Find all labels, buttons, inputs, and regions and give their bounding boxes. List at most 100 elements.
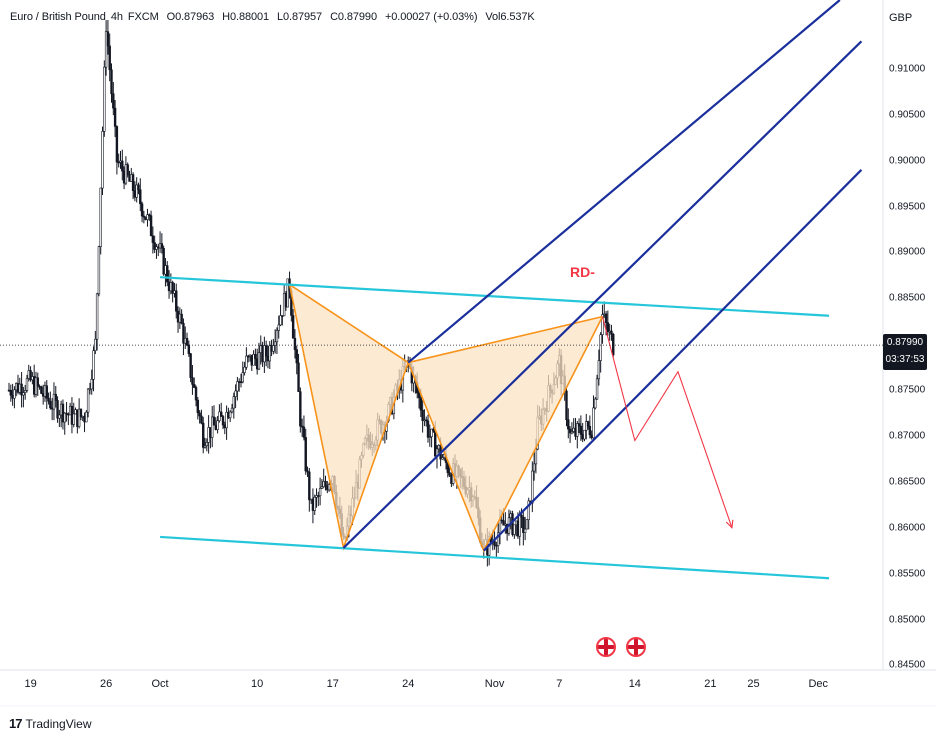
candle-body — [202, 422, 205, 448]
candle-body — [513, 524, 516, 535]
candle-body — [103, 66, 106, 132]
candle-body — [570, 431, 574, 434]
candle-body — [308, 471, 311, 501]
candle-body — [97, 246, 101, 295]
candle-body — [302, 426, 306, 438]
pattern-triangle-bcd — [408, 316, 603, 551]
symbol-name[interactable]: Euro / British Pound — [10, 11, 106, 23]
candle-body — [72, 413, 75, 425]
candle-body — [576, 423, 579, 437]
candle-body — [211, 416, 214, 438]
candle-body — [56, 400, 59, 419]
low-value: L0.87957 — [277, 11, 323, 23]
time-tick-label: 24 — [402, 678, 415, 690]
candle-body — [63, 412, 66, 423]
candle-body — [203, 445, 207, 448]
candle-body — [90, 379, 93, 390]
candle-body — [106, 31, 110, 47]
candle-body — [583, 429, 586, 440]
tradingview-logo[interactable]: 17 TradingView — [9, 716, 92, 731]
candle-body — [243, 366, 246, 373]
candle-body — [212, 416, 216, 426]
candle-body — [151, 235, 155, 243]
channel-layer — [159, 276, 830, 580]
candle-body — [568, 428, 572, 434]
pattern-triangle-xab — [289, 284, 409, 548]
candle-body — [273, 341, 277, 346]
candle-body — [171, 282, 174, 294]
candle-body — [599, 334, 602, 361]
candle-body — [54, 393, 57, 401]
candle-body — [180, 313, 183, 324]
lower-channel-line — [159, 535, 830, 580]
candle-body — [275, 330, 279, 343]
price-tick-label: 0.89500 — [889, 201, 926, 212]
price-tick-label: 0.86500 — [889, 476, 926, 488]
candle-body — [92, 350, 95, 380]
candle-body — [185, 338, 189, 346]
candle-body — [216, 420, 219, 430]
price-tick-label: 0.84500 — [889, 659, 926, 671]
candle-body — [135, 184, 138, 198]
candle-body — [115, 126, 119, 163]
candle-body — [236, 381, 239, 392]
time-tick-label: 10 — [251, 678, 264, 690]
candle-body — [153, 242, 156, 250]
candle-body — [110, 69, 113, 95]
candle-body — [565, 390, 568, 420]
time-tick-label: Dec — [808, 678, 829, 690]
candle-body — [279, 315, 282, 326]
candle-body — [58, 414, 61, 419]
candle-body — [77, 408, 81, 427]
candles-layer — [7, 20, 615, 567]
candle-body — [419, 397, 423, 411]
candle-body — [577, 423, 581, 427]
price-axis-currency: GBP — [889, 12, 913, 24]
candle-body — [425, 419, 428, 422]
uk-event-flag-icon[interactable] — [626, 637, 646, 657]
candle-body — [45, 385, 48, 399]
candle-body — [175, 290, 178, 312]
candle-body — [567, 419, 570, 430]
bar-countdown: 03:37:53 — [885, 354, 925, 365]
candle-body — [594, 398, 597, 409]
candle-body — [421, 409, 424, 421]
candle-body — [52, 393, 56, 410]
candle-body — [160, 243, 164, 249]
candle-body — [327, 484, 331, 491]
candle-body — [189, 353, 192, 378]
candle-body — [121, 160, 124, 172]
uk-event-flag-icon[interactable] — [596, 637, 616, 657]
candle-body — [304, 437, 307, 472]
candle-body — [131, 174, 135, 191]
candle-body — [198, 412, 201, 417]
ascending-channel-line — [482, 169, 863, 552]
candle-body — [522, 516, 525, 533]
candle-body — [79, 408, 83, 417]
candle-body — [579, 425, 583, 435]
candle-body — [520, 514, 523, 518]
timeframe[interactable]: 4h — [110, 11, 123, 23]
candle-body — [234, 390, 237, 397]
open-value: O0.87963 — [166, 11, 215, 23]
candle-body — [225, 411, 228, 429]
time-tick-label: 25 — [747, 678, 760, 690]
candle-body — [29, 370, 32, 381]
candle-body — [104, 31, 108, 68]
candle-body — [112, 93, 115, 109]
tradingview-wordmark: TradingView — [25, 716, 92, 731]
candle-body — [286, 278, 289, 308]
candle-body — [95, 293, 99, 340]
candle-body — [586, 421, 590, 427]
candle-body — [502, 520, 505, 526]
price-tick-label: 0.90000 — [889, 155, 926, 167]
volume-value: Vol6.537K — [485, 11, 535, 23]
time-tick-label: 19 — [24, 678, 37, 690]
candle-body — [430, 428, 433, 437]
price-tick-label: 0.89000 — [889, 246, 926, 258]
candle-body — [320, 486, 324, 489]
current-price-value: 0.87990 — [886, 337, 924, 348]
time-tick-label: 7 — [556, 678, 563, 690]
time-tick-label: Nov — [484, 678, 505, 690]
